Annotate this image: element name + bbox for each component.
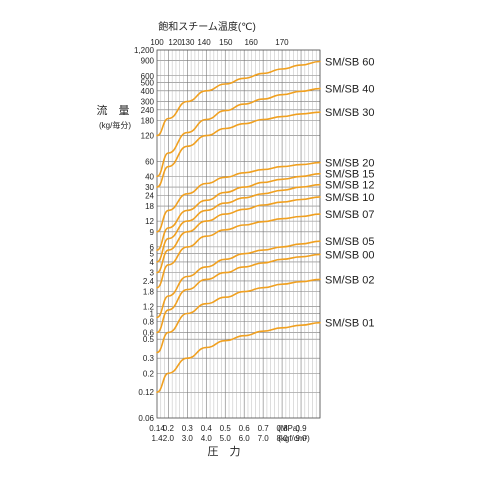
x-axis-label: 圧 力 (208, 445, 241, 458)
series-label: SM/SB 15 (325, 169, 375, 181)
series-label: SM/SB 30 (325, 107, 375, 119)
y-tick-label: 1,200 (134, 46, 155, 55)
x-tick-label-kgf: 7.0 (258, 434, 270, 443)
series-line (156, 321, 321, 393)
grid (156, 49, 321, 419)
y-tick-label: 12 (145, 217, 154, 226)
series-label: SM/SB 05 (325, 236, 375, 248)
series-label: SM/SB 01 (325, 318, 375, 330)
y-tick-label: 24 (145, 191, 154, 200)
y-tick-label: 0.6 (143, 328, 155, 337)
top-tick-label: 100 (150, 38, 164, 47)
top-tick-label: 160 (244, 38, 258, 47)
y-tick-label: 60 (145, 157, 154, 166)
series-label: SM/SB 07 (325, 209, 375, 221)
y-tick-label: 0.5 (143, 335, 155, 344)
series-label: SM/SB 20 (325, 158, 375, 170)
x-tick-label-kgf: 4.0 (201, 434, 213, 443)
series-curves (156, 60, 321, 393)
series-line (156, 161, 321, 233)
y-tick-label: 120 (141, 132, 155, 141)
x-tick-label-kgf: 9.0 (295, 434, 307, 443)
series-line (156, 196, 321, 274)
top-tick-label: 170 (275, 38, 289, 47)
y-tick-label: 3 (150, 269, 155, 278)
y-tick-label: 5 (150, 250, 155, 259)
x-tick-label-mpa: 0.9 (295, 424, 307, 433)
y-tick-label: 40 (145, 172, 154, 181)
top-tick-label: 130 (181, 38, 195, 47)
series-line (156, 172, 321, 251)
y-tick-label: 300 (141, 98, 155, 107)
x-tick-label-kgf: 6.0 (239, 434, 251, 443)
x-axis-unit-kgf: (kgf/cm²) (278, 434, 310, 443)
top-tick-label: 150 (219, 38, 233, 47)
y-tick-label: 4 (150, 258, 155, 267)
x-tick-label-kgf: 8.0 (277, 434, 289, 443)
series-label: SM/SB 00 (325, 249, 375, 261)
y-tick-label: 0.8 (143, 318, 155, 327)
series-label: SM/SB 02 (325, 274, 375, 286)
x-tick-label-mpa: 0.3 (182, 424, 194, 433)
y-tick-label: 1 (150, 309, 155, 318)
y-tick-label: 0.06 (138, 414, 154, 423)
series-label: SM/SB 10 (325, 192, 375, 204)
y-tick-label: 9 (150, 228, 155, 237)
y-tick-label: 400 (141, 87, 155, 96)
chart-title: 飽和スチーム温度(℃) (158, 20, 256, 33)
x-tick-label-mpa: 0.5 (220, 424, 232, 433)
x-tick-label-kgf: 1.4 (151, 434, 163, 443)
x-tick-label-mpa: 0.6 (239, 424, 251, 433)
series-label: SM/SB 40 (325, 84, 375, 96)
x-tick-label-kgf: 3.0 (182, 434, 194, 443)
y-tick-label: 900 (141, 57, 155, 66)
y-tick-label: 240 (141, 106, 155, 115)
x-tick-label-mpa: 0.4 (201, 424, 213, 433)
x-tick-label-mpa: 0.7 (258, 424, 270, 433)
x-tick-label-kgf: 5.0 (220, 434, 232, 443)
x-tick-label-mpa: 0.8 (277, 424, 289, 433)
y-tick-label: 1.2 (143, 303, 155, 312)
top-tick-label: 120 (168, 38, 182, 47)
x-axis-unit-mpa: (MPa) (278, 424, 300, 433)
series-line (156, 111, 321, 188)
y-tick-label: 180 (141, 116, 155, 125)
series-line (156, 87, 321, 178)
series-line (156, 213, 321, 289)
y-tick-label: 0.2 (143, 369, 155, 378)
series-label: SM/SB 60 (325, 57, 375, 69)
series-line (156, 240, 321, 319)
y-tick-label: 0.3 (143, 354, 155, 363)
plot-frame (156, 49, 321, 419)
y-tick-label: 600 (141, 72, 155, 81)
x-tick-label-mpa: 0.14 (149, 424, 165, 433)
x-tick-label-kgf: 2.0 (163, 434, 175, 443)
series-line (156, 183, 321, 263)
y-tick-label: 6 (150, 243, 155, 252)
y-tick-label: 1.8 (143, 288, 155, 297)
axis-tick-labels: 0.060.120.20.30.50.60.811.21.82.43456912… (134, 38, 307, 443)
series-label: SM/SB 12 (325, 180, 375, 192)
y-tick-label: 0.12 (138, 388, 154, 397)
y-tick-label: 500 (141, 79, 155, 88)
y-tick-label: 18 (145, 202, 154, 211)
series-line (156, 278, 321, 354)
series-line (156, 253, 321, 334)
y-tick-label: 2.4 (143, 277, 155, 286)
y-axis-label: 流 量 (97, 103, 130, 117)
series-line (156, 60, 321, 137)
y-tick-label: 30 (145, 183, 154, 192)
y-axis-unit: (kg/毎分) (99, 120, 131, 130)
x-tick-label-mpa: 0.2 (163, 424, 175, 433)
top-tick-label: 140 (197, 38, 211, 47)
